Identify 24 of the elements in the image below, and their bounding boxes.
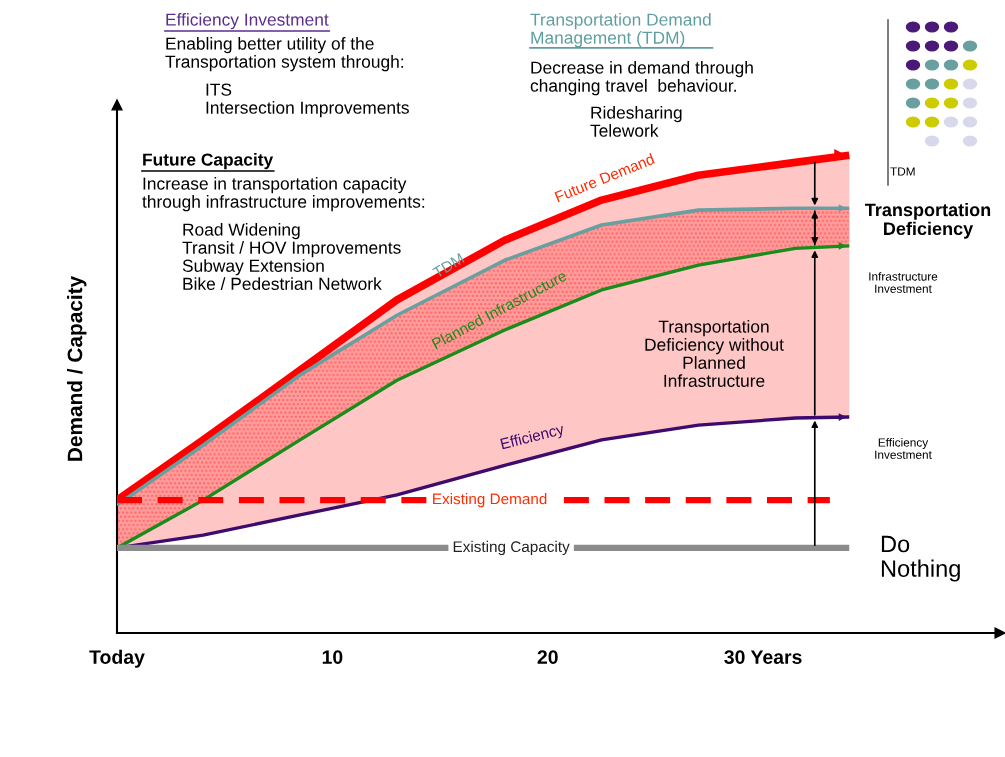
annotation: Do Nothing [881, 535, 960, 582]
series-label: Existing Capacity [453, 540, 570, 556]
text: Ridesharing Telework [590, 106, 682, 137]
text: TDM [432, 253, 465, 279]
x-tick-label: Today [89, 649, 145, 668]
annotation: Transportation Deficiency without Planned Infrastructure [645, 320, 784, 387]
annotation: Future Capacity [143, 153, 274, 170]
annotation: Efficiency Investment [875, 438, 932, 459]
annotation: Road Widening Transit / HOV Improvements Subway Extension Bike / Pedestrian Network [182, 223, 401, 290]
annotation: TDM [890, 167, 915, 176]
text: Efficiency [500, 423, 566, 453]
text: Efficiency Investment [166, 13, 329, 30]
text: Transportation Demand Management (TDM) [530, 13, 711, 48]
text: Enabling better utility of the Transportation system through: [165, 37, 404, 72]
x-tick-label: 30 Years [724, 650, 802, 664]
series-label: Existing Demand [433, 493, 547, 508]
annotation: Transportation Deficiency [865, 203, 991, 239]
annotation: Increase in transportation capacity through infrastructure improvements: [142, 177, 425, 212]
annotation: Infrastructure Investment [869, 272, 938, 293]
x-tick-label: 20 [537, 650, 558, 664]
y-axis-title: Demand / Capacity [67, 275, 87, 461]
text: ITS Intersection Improvements [206, 83, 409, 118]
text: Decrease in demand through changing travel behaviour. [530, 61, 753, 96]
x-tick-label: 10 [322, 650, 343, 664]
